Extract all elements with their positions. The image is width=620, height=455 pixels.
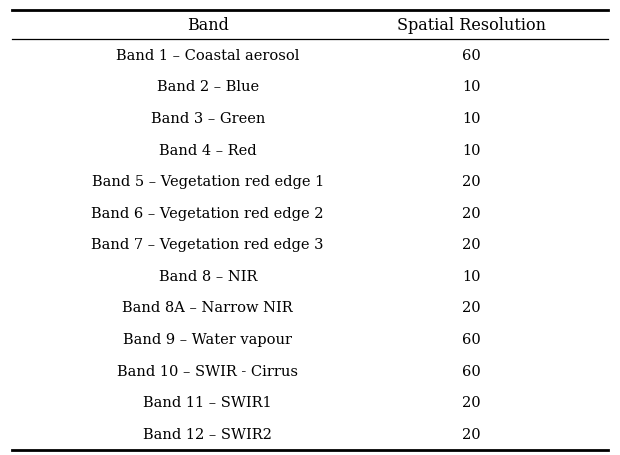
Text: 20: 20 bbox=[462, 427, 480, 441]
Text: Band 8 – NIR: Band 8 – NIR bbox=[159, 269, 257, 283]
Text: 10: 10 bbox=[462, 112, 480, 126]
Text: Band 3 – Green: Band 3 – Green bbox=[151, 112, 265, 126]
Text: 20: 20 bbox=[462, 206, 480, 220]
Text: Band 7 – Vegetation red edge 3: Band 7 – Vegetation red edge 3 bbox=[92, 238, 324, 252]
Text: 10: 10 bbox=[462, 80, 480, 94]
Text: 60: 60 bbox=[462, 49, 480, 63]
Text: 20: 20 bbox=[462, 395, 480, 410]
Text: 20: 20 bbox=[462, 238, 480, 252]
Text: Band 1 – Coastal aerosol: Band 1 – Coastal aerosol bbox=[116, 49, 299, 63]
Text: Band 2 – Blue: Band 2 – Blue bbox=[157, 80, 259, 94]
Text: Band 10 – SWIR - Cirrus: Band 10 – SWIR - Cirrus bbox=[117, 364, 298, 378]
Text: Spatial Resolution: Spatial Resolution bbox=[397, 17, 546, 34]
Text: Band 6 – Vegetation red edge 2: Band 6 – Vegetation red edge 2 bbox=[92, 206, 324, 220]
Text: 20: 20 bbox=[462, 175, 480, 189]
Text: 60: 60 bbox=[462, 364, 480, 378]
Text: Band 4 – Red: Band 4 – Red bbox=[159, 143, 257, 157]
Text: 10: 10 bbox=[462, 269, 480, 283]
Text: Band 9 – Water vapour: Band 9 – Water vapour bbox=[123, 332, 292, 346]
Text: 10: 10 bbox=[462, 143, 480, 157]
Text: Band 5 – Vegetation red edge 1: Band 5 – Vegetation red edge 1 bbox=[92, 175, 324, 189]
Text: 20: 20 bbox=[462, 301, 480, 315]
Text: Band 11 – SWIR1: Band 11 – SWIR1 bbox=[143, 395, 272, 410]
Text: Band 8A – Narrow NIR: Band 8A – Narrow NIR bbox=[122, 301, 293, 315]
Text: Band: Band bbox=[187, 17, 229, 34]
Text: 60: 60 bbox=[462, 332, 480, 346]
Text: Band 12 – SWIR2: Band 12 – SWIR2 bbox=[143, 427, 272, 441]
